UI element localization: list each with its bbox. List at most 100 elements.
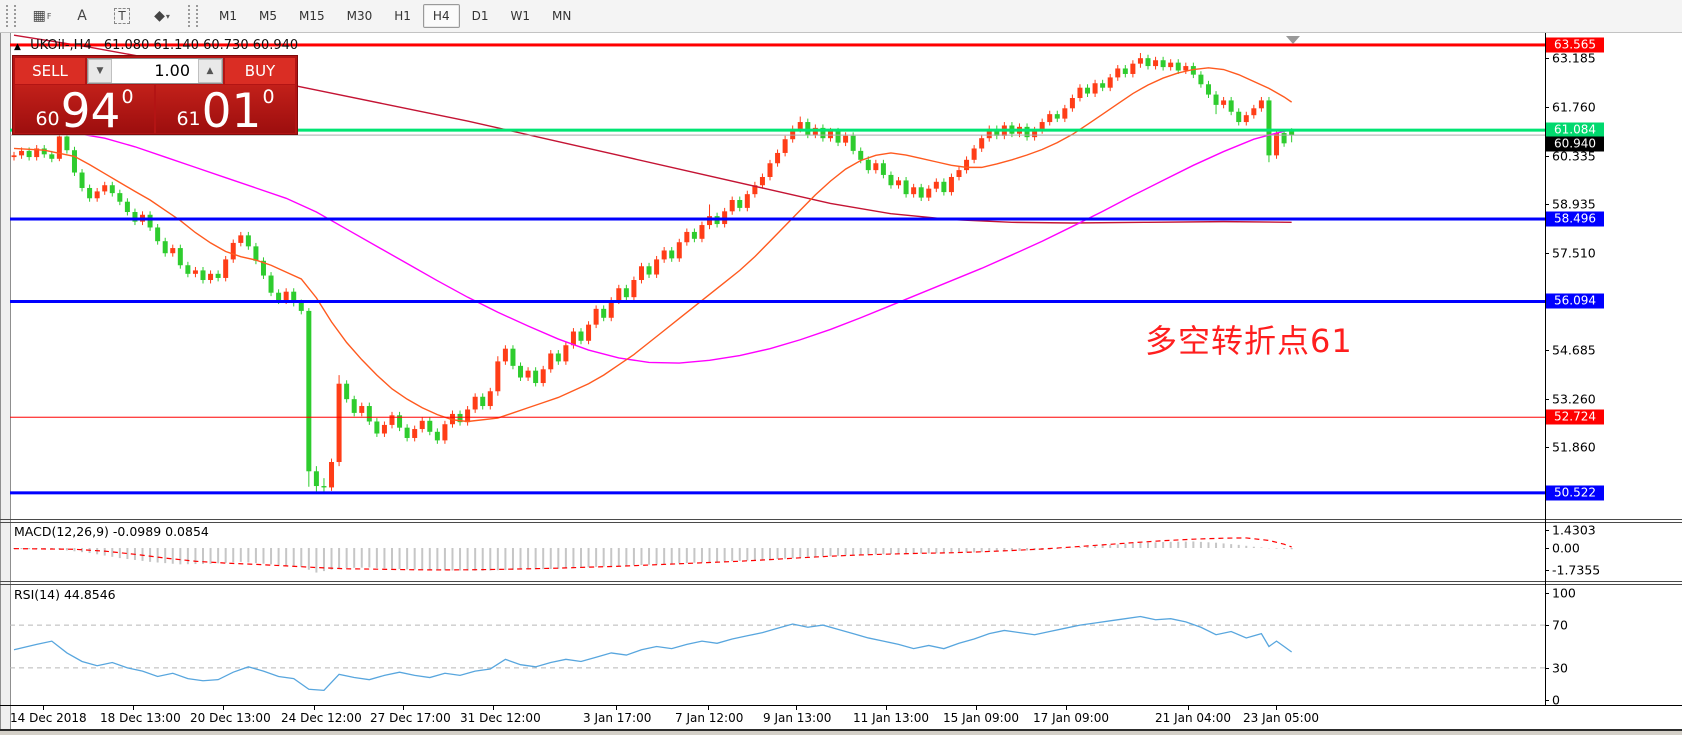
candle — [306, 310, 312, 472]
volume-increase-button[interactable]: ▲ — [198, 59, 222, 83]
price-badge-52.724[interactable]: 52.724 — [1546, 409, 1604, 425]
volume-stepper: ▼ 1.00 ▲ — [87, 58, 223, 84]
axis-tick-label[interactable]: -1.7355 — [1552, 562, 1601, 578]
date-label[interactable]: 14 Dec 2018 — [10, 711, 87, 725]
candle — [41, 148, 47, 155]
price-badge-63.565[interactable]: 63.565 — [1546, 37, 1604, 53]
timeframe-button-W1[interactable]: W1 — [510, 9, 530, 23]
collapse-triangle-icon[interactable]: ▲ — [14, 42, 21, 52]
date-tick — [314, 706, 315, 710]
date-tick — [1188, 706, 1189, 710]
price-badge-60.940[interactable]: 60.940 — [1546, 136, 1604, 152]
candle — [1085, 87, 1091, 94]
text-label-icon[interactable]: T — [105, 3, 139, 29]
shift-triangle-icon — [1286, 36, 1300, 44]
volume-dropdown-button[interactable]: ▼ — [88, 59, 112, 83]
candle — [336, 383, 342, 463]
date-label[interactable]: 18 Dec 13:00 — [100, 711, 181, 725]
date-label[interactable]: 31 Dec 12:00 — [460, 711, 541, 725]
date-label[interactable]: 20 Dec 13:00 — [190, 711, 271, 725]
candle — [699, 225, 705, 239]
ma-fast — [13, 67, 1293, 423]
candle — [608, 300, 614, 318]
sell-price-display[interactable]: 60 94 0 — [15, 85, 154, 135]
candle — [1092, 83, 1098, 94]
volume-value[interactable]: 1.00 — [154, 61, 190, 80]
price-badge-56.094[interactable]: 56.094 — [1546, 293, 1604, 309]
timeframe-button-M1[interactable]: M1 — [219, 9, 237, 23]
axis-tick-label[interactable]: 57.510 — [1552, 245, 1596, 261]
timeframe-button-M30[interactable]: M30 — [346, 9, 373, 23]
price-badge-50.522[interactable]: 50.522 — [1546, 485, 1604, 501]
axis-tick-label[interactable]: 0.00 — [1552, 540, 1580, 556]
buy-button[interactable]: BUY — [225, 58, 295, 84]
date-label[interactable]: 7 Jan 12:00 — [675, 711, 744, 725]
sell-button[interactable]: SELL — [15, 58, 85, 84]
candle — [124, 201, 130, 213]
axis-tick-label[interactable]: 70 — [1552, 617, 1568, 633]
candle — [510, 348, 516, 366]
toolbar-drag-handle[interactable] — [6, 5, 16, 27]
buy-price-pips: 01 — [201, 84, 262, 139]
candle — [389, 415, 395, 425]
candle — [941, 181, 947, 193]
font-icon[interactable]: A — [77, 8, 87, 24]
axis-tick-label[interactable]: 30 — [1552, 660, 1568, 676]
candle — [570, 331, 576, 346]
axis-tick-label[interactable]: 53.260 — [1552, 391, 1596, 407]
candle — [56, 136, 62, 159]
timeframe-bar-drag-handle[interactable] — [188, 5, 198, 27]
axis-tick-label[interactable]: 54.685 — [1552, 342, 1596, 358]
axis-tick-label[interactable]: 51.860 — [1552, 439, 1596, 455]
timeframe-button-H4[interactable]: H4 — [422, 4, 460, 28]
timeframe-button-D1[interactable]: D1 — [471, 9, 489, 23]
axis-tick-label[interactable]: 58.935 — [1552, 196, 1596, 212]
axis-tick-label[interactable]: 60.335 — [1552, 148, 1596, 164]
date-tick — [223, 706, 224, 710]
timeframe-button-H1[interactable]: H1 — [394, 9, 411, 23]
timeframe-button-M5[interactable]: M5 — [259, 9, 277, 23]
chart-grid-icon[interactable]: ▦ F — [32, 8, 52, 24]
candle — [1221, 100, 1227, 105]
axis-tick — [1545, 700, 1549, 701]
date-label[interactable]: 15 Jan 09:00 — [943, 711, 1019, 725]
date-label[interactable]: 24 Dec 12:00 — [281, 711, 362, 725]
left-panel-divider[interactable] — [0, 33, 11, 735]
date-label[interactable]: 11 Jan 13:00 — [853, 711, 929, 725]
sell-price-point: 0 — [121, 86, 134, 108]
date-label[interactable]: 17 Jan 09:00 — [1033, 711, 1109, 725]
candle — [1039, 122, 1045, 131]
axis-tick-label[interactable]: 61.760 — [1552, 99, 1596, 115]
buy-price-display[interactable]: 61 01 0 — [156, 84, 295, 139]
candle — [472, 396, 478, 410]
axis-tick — [1545, 107, 1549, 108]
price-badge-61.084[interactable]: 61.084 — [1546, 122, 1604, 138]
date-label[interactable]: 27 Dec 17:00 — [370, 711, 451, 725]
timeframe-button-MN[interactable]: MN — [551, 9, 572, 23]
candle — [775, 152, 781, 164]
chart-macd-separator[interactable] — [0, 519, 1682, 520]
date-label[interactable]: 9 Jan 13:00 — [763, 711, 832, 725]
chart-ohlc-values: 61.080 61.140 60.730 60.940 — [103, 38, 299, 53]
candle — [102, 185, 108, 192]
timeframe-button-M15[interactable]: M15 — [299, 9, 325, 23]
draw-style-icon[interactable]: ◆ ▾ — [154, 8, 170, 24]
date-label[interactable]: 3 Jan 17:00 — [583, 711, 652, 725]
candle — [147, 214, 153, 228]
axis-tick-label[interactable]: 1.4303 — [1552, 522, 1596, 538]
macd-rsi-separator[interactable] — [0, 581, 1682, 582]
chart-annotation-text[interactable]: 多空转折点61 — [1145, 322, 1353, 360]
candle — [1274, 133, 1280, 156]
price-badge-58.496[interactable]: 58.496 — [1546, 211, 1604, 227]
date-label[interactable]: 23 Jan 05:00 — [1243, 711, 1319, 725]
axis-tick-label[interactable]: 100 — [1552, 585, 1576, 601]
candle — [563, 345, 569, 362]
candle — [34, 148, 40, 158]
axis-tick-label[interactable]: 63.185 — [1552, 50, 1596, 66]
date-label[interactable]: 21 Jan 04:00 — [1155, 711, 1231, 725]
axis-tick-label[interactable]: 0 — [1552, 692, 1560, 708]
candle — [344, 383, 350, 400]
hline-52.724 — [10, 416, 1545, 418]
